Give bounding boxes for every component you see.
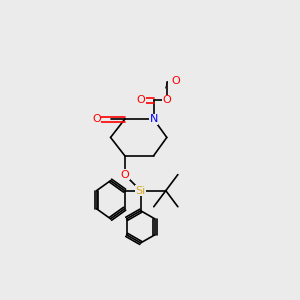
Text: N: N	[150, 114, 158, 124]
Text: O: O	[92, 114, 101, 124]
Text: O: O	[136, 95, 145, 105]
Text: O: O	[162, 95, 171, 105]
Text: O: O	[120, 169, 129, 180]
Text: Si: Si	[136, 186, 146, 196]
Text: O: O	[120, 169, 129, 180]
Text: O: O	[136, 95, 145, 105]
Text: O: O	[92, 114, 101, 124]
Text: N: N	[150, 114, 158, 124]
Text: O: O	[162, 95, 171, 105]
Text: Si: Si	[136, 186, 146, 196]
Text: O: O	[172, 76, 181, 86]
Text: /: /	[165, 81, 168, 90]
